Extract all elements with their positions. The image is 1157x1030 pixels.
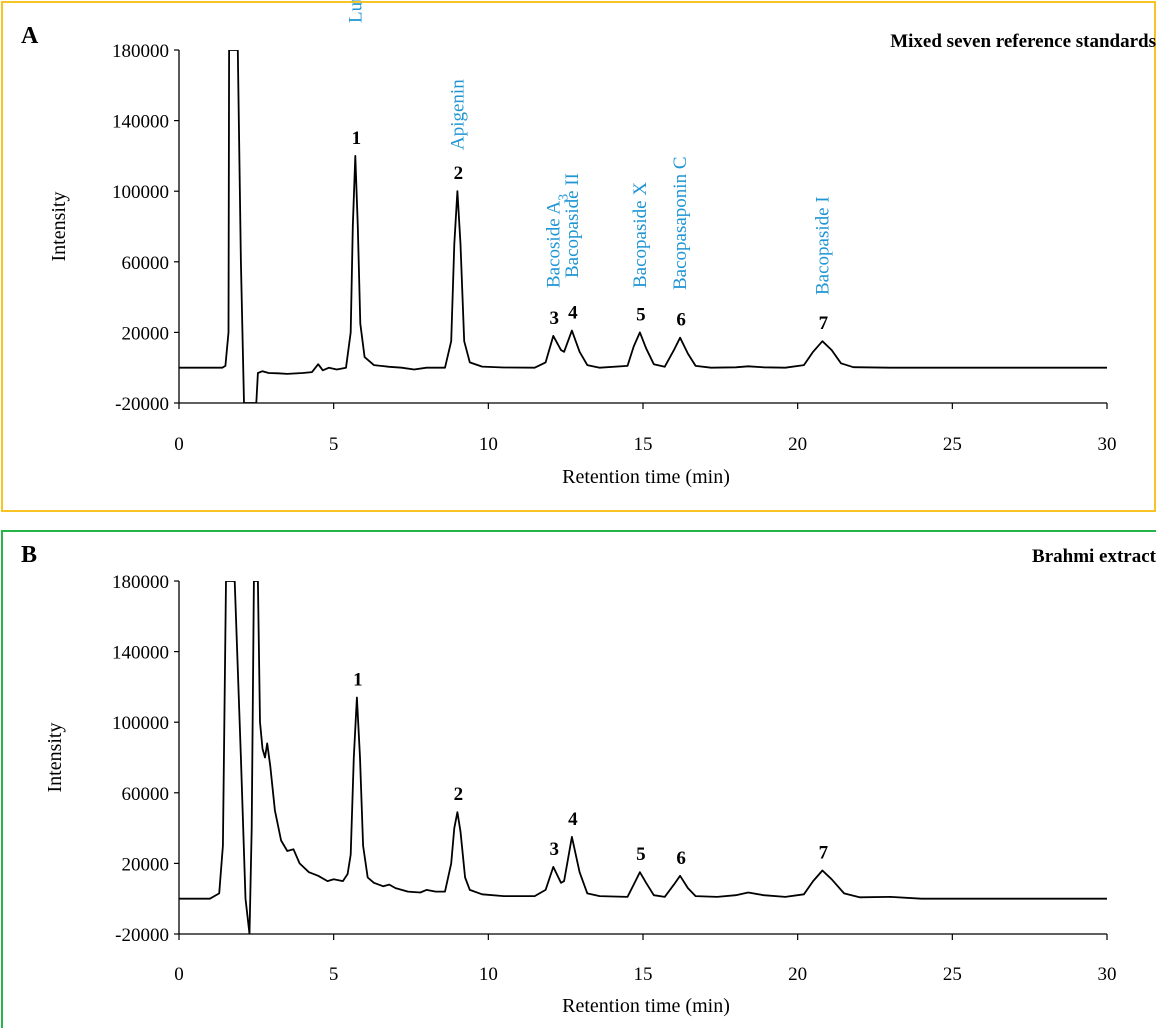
panel-letter: A [21, 23, 39, 49]
panel-letter: B [21, 542, 37, 568]
y-tick-label: 140000 [112, 112, 169, 133]
panel-a-chromatogram: -20000 20000 60000 100000 140000 180000 0 5 10 15… [1, 0, 1156, 512]
peak-number-label: 2 [454, 784, 464, 805]
x-tick-label: 0 [174, 964, 184, 985]
peak-number-label: 2 [454, 163, 464, 184]
y-tick-label: -20000 [115, 925, 169, 946]
compound-label: Luteolin [345, 0, 366, 23]
x-tick-label: 15 [634, 434, 653, 455]
peak-number-label: 1 [353, 669, 363, 690]
peak-number-label: 5 [636, 304, 646, 325]
x-tick-label: 30 [1098, 964, 1117, 985]
y-tick-label: 100000 [112, 182, 169, 203]
x-axis-label: Retention time (min) [562, 995, 730, 1017]
x-axis-label: Retention time (min) [562, 466, 730, 488]
y-tick-label: 180000 [112, 572, 169, 593]
y-tick-label: 60000 [122, 253, 170, 274]
y-axis-label: Intensity [44, 723, 66, 793]
y-tick-label: 20000 [122, 854, 170, 875]
compound-label: Bacopaside I [812, 196, 833, 295]
compound-label-subscript: 3 [556, 194, 571, 201]
y-tick-label: 180000 [112, 41, 169, 62]
y-tick-label: 20000 [122, 323, 170, 344]
peak-number-label: 4 [568, 809, 578, 830]
y-tick-label: 140000 [112, 643, 169, 664]
x-tick-label: 5 [329, 434, 339, 455]
x-tick-label: 15 [634, 964, 653, 985]
peak-number-label: 4 [568, 303, 578, 324]
peak-number-label: 5 [636, 844, 646, 865]
peak-number-label: 3 [550, 308, 560, 329]
x-tick-label: 10 [479, 434, 498, 455]
y-tick-label: -20000 [115, 394, 169, 415]
x-tick-label: 20 [788, 434, 807, 455]
peak-number-label: 7 [819, 842, 829, 863]
y-tick-label: 60000 [122, 784, 170, 805]
panel-title: Brahmi extract [1032, 546, 1157, 567]
compound-label: Bacopaside II [562, 173, 583, 278]
y-tick-label: 100000 [112, 713, 169, 734]
x-tick-label: 5 [329, 964, 339, 985]
peak-number-label: 1 [352, 128, 362, 149]
panel-b-chromatogram: -20000 20000 60000 100000 140000 180000 0 5 10 15… [1, 530, 1157, 1028]
peak-number-label: 6 [676, 310, 686, 331]
x-tick-label: 25 [943, 964, 962, 985]
x-tick-label: 30 [1098, 434, 1117, 455]
x-tick-label: 0 [174, 434, 184, 455]
panel-title: Mixed seven reference standards [890, 31, 1156, 52]
peak-number-label: 7 [819, 313, 829, 334]
compound-label: Bacopaside X [630, 182, 651, 288]
peak-number-label: 3 [550, 839, 560, 860]
compound-label: Apigenin [447, 79, 468, 150]
chromatogram-trace [179, 581, 1107, 934]
y-axis-label: Intensity [48, 192, 70, 262]
x-tick-label: 20 [788, 964, 807, 985]
peak-number-label: 6 [676, 848, 686, 869]
x-tick-label: 10 [479, 964, 498, 985]
chromatogram-trace [179, 50, 1107, 403]
compound-label: Bacopasaponin C [670, 156, 691, 290]
x-tick-label: 25 [943, 434, 962, 455]
